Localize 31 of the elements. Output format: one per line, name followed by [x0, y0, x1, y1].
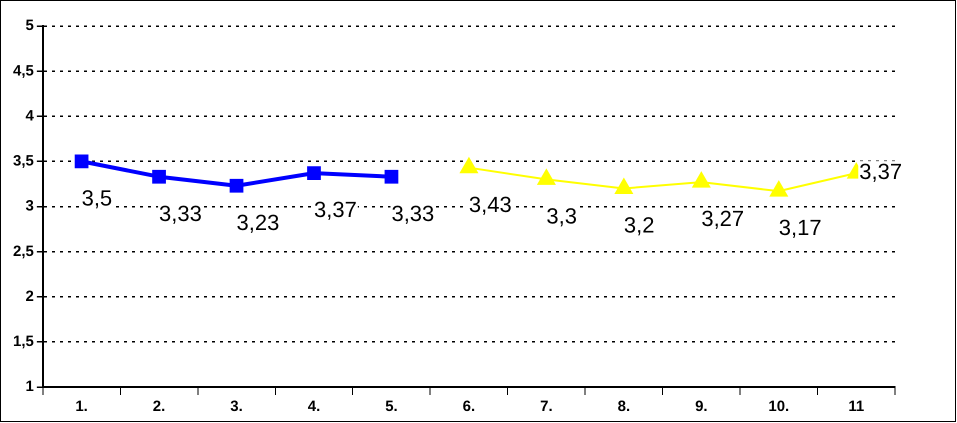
y-tick-label: 2 [26, 288, 34, 305]
x-tick-label: 10. [768, 398, 790, 416]
data-label: 3,33 [391, 200, 434, 226]
data-label: 3,33 [159, 200, 202, 226]
x-tick-label: 7. [540, 398, 553, 416]
data-label: 3,37 [314, 197, 357, 222]
data-label: 3,37 [859, 159, 902, 184]
x-tick-label: 1. [75, 398, 88, 416]
x-tick-label: 2. [152, 398, 166, 416]
x-tick-label: 5. [385, 398, 398, 416]
y-tick-label: 3,5 [12, 152, 34, 170]
x-tick-label: 6. [462, 398, 476, 416]
data-label: 3,43 [468, 192, 512, 217]
data-label: 3,17 [778, 215, 822, 240]
data-label: 3,27 [701, 206, 744, 232]
data-label: 3,3 [546, 203, 577, 228]
x-tick-label: 11 [848, 398, 864, 416]
x-tick-label: 4. [308, 398, 320, 416]
data-label: 3,5 [82, 185, 112, 210]
data-label: 3,23 [236, 210, 280, 235]
x-tick-label: 9. [695, 398, 708, 416]
y-tick-label: 2,5 [12, 242, 34, 260]
x-tick-label: 3. [230, 398, 243, 416]
y-tick-label: 3 [26, 198, 34, 215]
y-tick-label: 1 [26, 378, 34, 396]
x-tick-label: 8. [618, 398, 630, 416]
data-label: 3,2 [624, 212, 654, 238]
y-tick-label: 4,5 [12, 62, 34, 80]
y-tick-label: 1,5 [12, 333, 34, 350]
y-tick-label: 5 [26, 17, 34, 34]
y-tick-label: 4 [26, 107, 35, 124]
